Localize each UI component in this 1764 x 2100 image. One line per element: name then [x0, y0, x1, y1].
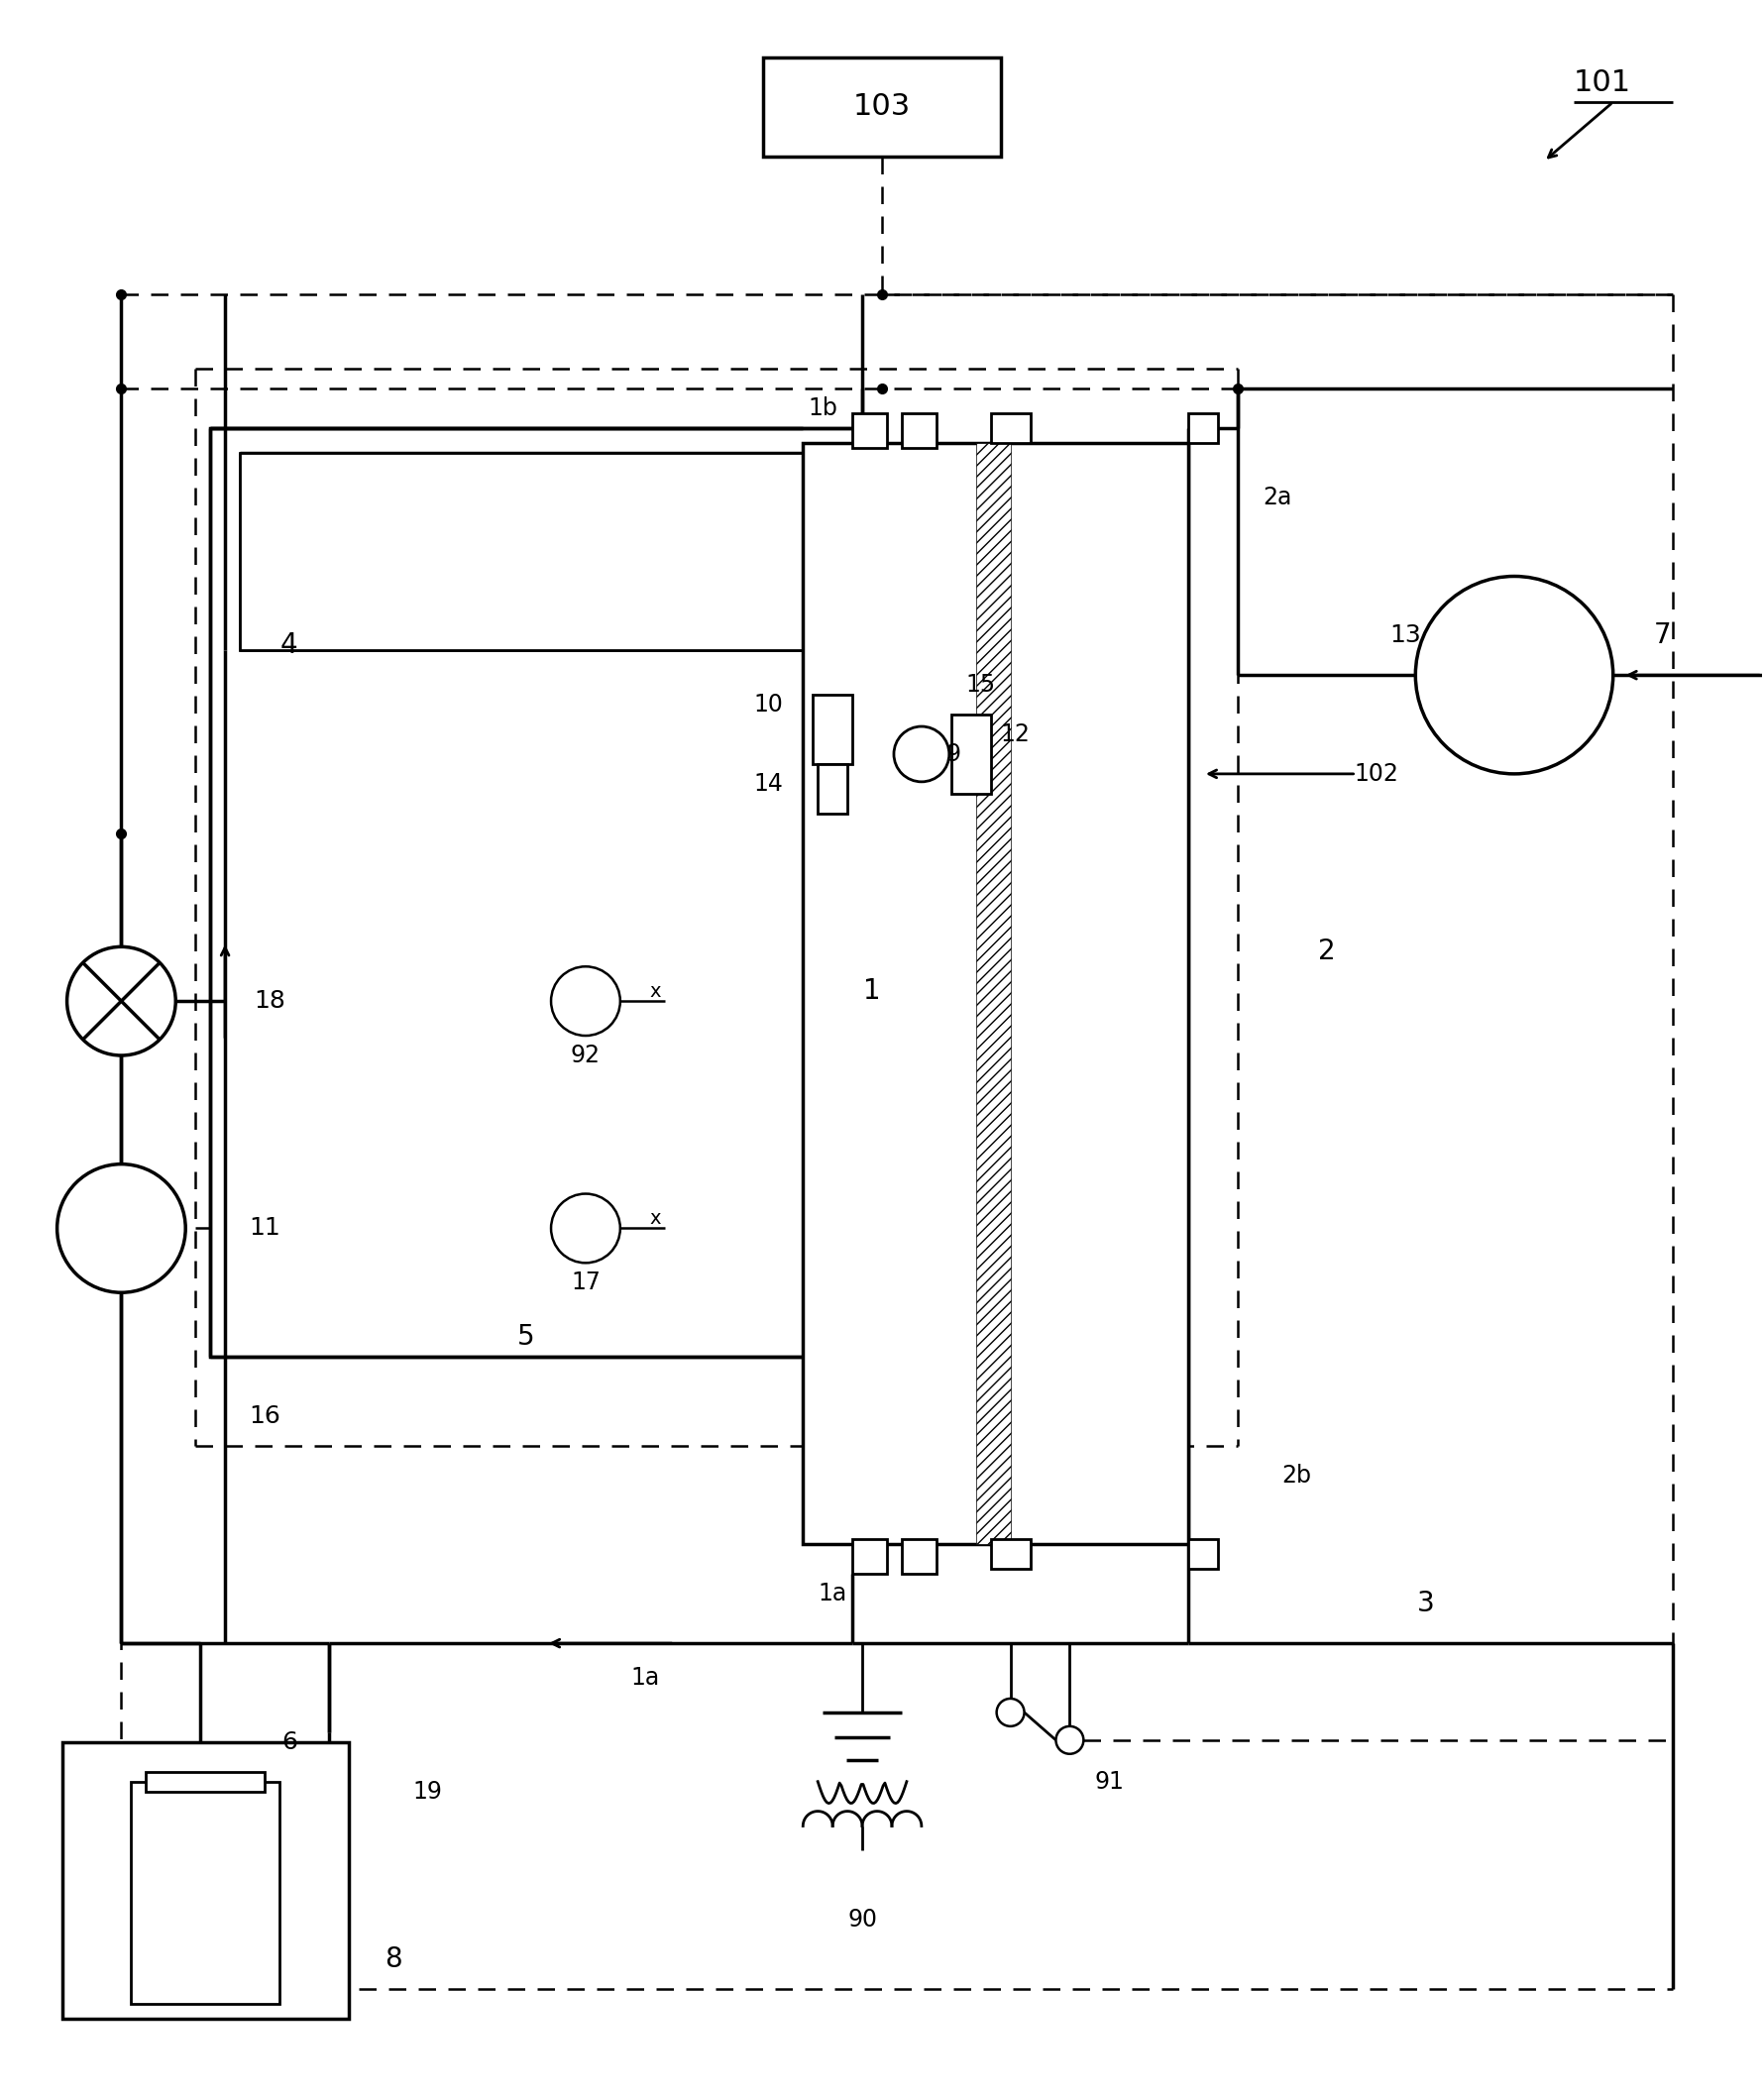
Text: 1b: 1b: [808, 397, 838, 420]
Bar: [951, 714, 990, 794]
Text: 90: 90: [847, 1909, 877, 1932]
Text: 1a: 1a: [630, 1665, 660, 1691]
Bar: [817, 764, 847, 813]
Text: 2b: 2b: [1281, 1464, 1311, 1487]
Text: 4: 4: [280, 632, 298, 659]
Text: 18: 18: [254, 989, 286, 1012]
Text: 15: 15: [965, 674, 995, 697]
Bar: [990, 443, 1187, 1544]
Circle shape: [997, 1699, 1023, 1726]
Text: 91: 91: [1094, 1770, 1124, 1793]
Text: 1: 1: [863, 976, 880, 1006]
Bar: [1187, 414, 1217, 443]
Text: 5: 5: [517, 1323, 534, 1350]
Text: 6: 6: [280, 1730, 296, 1753]
Text: 14: 14: [753, 773, 783, 796]
Text: 92: 92: [570, 1044, 600, 1067]
Text: 2a: 2a: [1261, 485, 1291, 508]
Circle shape: [893, 727, 949, 781]
Text: 103: 103: [852, 92, 910, 122]
Bar: [62, 1743, 348, 2018]
Bar: [210, 428, 863, 1357]
Circle shape: [1415, 575, 1612, 775]
Text: x: x: [649, 983, 660, 1000]
Text: 19: 19: [413, 1779, 443, 1804]
Text: 11: 11: [249, 1216, 280, 1241]
Circle shape: [56, 1163, 185, 1292]
Bar: [990, 1539, 1030, 1569]
Bar: [764, 57, 1000, 155]
Bar: [990, 414, 1030, 443]
Bar: [813, 695, 852, 764]
Bar: [131, 1781, 279, 2003]
Bar: [803, 443, 990, 1544]
Circle shape: [67, 947, 176, 1056]
Text: 102: 102: [1353, 762, 1397, 785]
Bar: [1187, 1539, 1217, 1569]
Bar: [146, 1772, 265, 1791]
Text: 16: 16: [249, 1405, 280, 1428]
Bar: [240, 454, 833, 651]
Circle shape: [550, 1193, 619, 1262]
Text: 1a: 1a: [818, 1581, 847, 1606]
Text: 101: 101: [1573, 67, 1630, 97]
Text: 7: 7: [1653, 622, 1671, 649]
Text: 10: 10: [753, 693, 783, 716]
Text: 8: 8: [385, 1945, 402, 1974]
Text: 13: 13: [1388, 624, 1420, 647]
Circle shape: [1055, 1726, 1083, 1754]
Text: 2: 2: [1318, 939, 1335, 966]
Text: 12: 12: [1000, 722, 1030, 745]
Text: x: x: [649, 1210, 660, 1228]
Circle shape: [550, 966, 619, 1035]
Text: 17: 17: [570, 1270, 600, 1294]
Bar: [901, 414, 937, 447]
Bar: [852, 414, 887, 447]
Bar: [852, 1539, 887, 1575]
Bar: [975, 443, 1009, 1544]
Text: 9: 9: [946, 741, 961, 766]
Text: 3: 3: [1416, 1590, 1434, 1617]
Bar: [901, 1539, 937, 1575]
